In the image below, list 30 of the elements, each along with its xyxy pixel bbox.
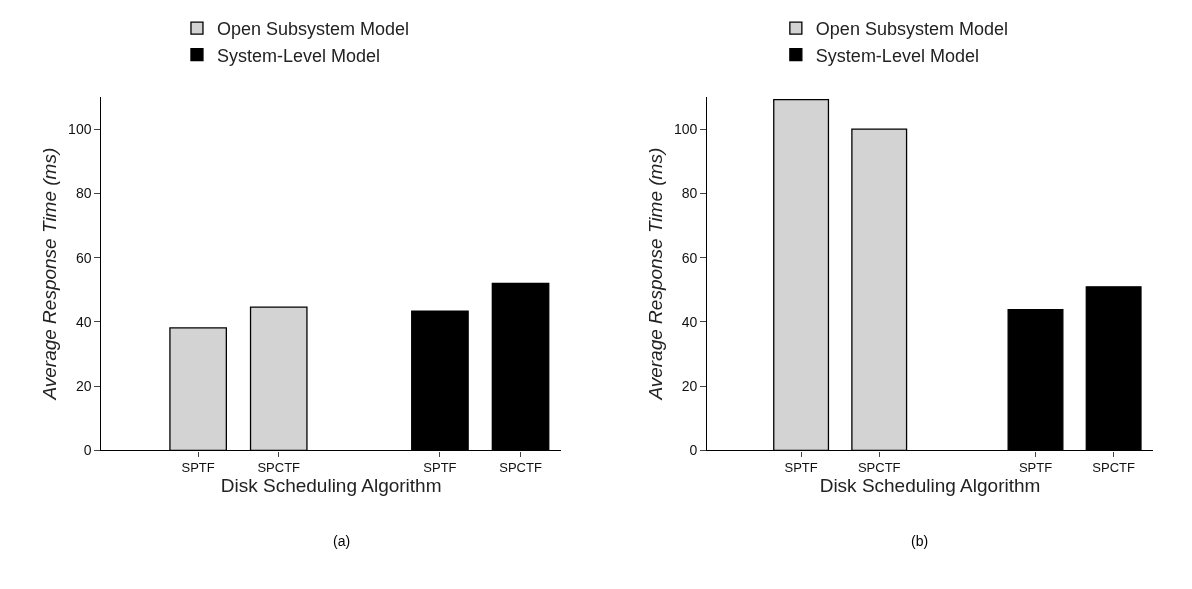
legend-label: System-Level Model (815, 45, 979, 66)
y-tick-label: 0 (689, 442, 698, 459)
x-tick-label: SPCTF (499, 460, 542, 476)
y-tick-label: 80 (75, 185, 92, 202)
text: (b) (911, 533, 929, 549)
x-tick-label: SPTF (784, 460, 818, 476)
x-axis-title: Disk Scheduling Algorithm (819, 475, 1041, 497)
legend-label: System-Level Model (216, 45, 381, 66)
x-tick-label: SPTF (423, 460, 457, 476)
legend-label: Open Subsystem Model (815, 19, 1008, 40)
x-tick-label: SPTF (1018, 460, 1053, 476)
y-tick-label: 0 (83, 442, 92, 459)
y-tick-label: 80 (681, 185, 698, 202)
y-tick-label: 100 (68, 120, 92, 137)
y-tick-label: 100 (674, 120, 698, 137)
y-axis-title: Average Response Time (ms) (38, 147, 60, 401)
x-tick-label: SPCTF (1092, 460, 1135, 476)
y-tick-label: 60 (75, 249, 92, 266)
y-tick-label: 40 (681, 313, 698, 330)
y-axis-title: Average Response Time (ms) (644, 147, 666, 401)
y-tick-label: 60 (681, 249, 698, 266)
x-axis-title: Disk Scheduling Algorithm (220, 475, 442, 497)
x-tick-label: SPTF (181, 460, 215, 476)
x-tick-label: SPCTF (257, 460, 301, 476)
y-tick-label: 20 (681, 378, 698, 395)
x-tick-label: SPCTF (857, 460, 901, 476)
y-tick-label: 40 (75, 313, 92, 330)
y-tick-label: 20 (75, 378, 92, 395)
legend-label: Open Subsystem Model (216, 19, 410, 40)
text: (a) (333, 533, 351, 549)
